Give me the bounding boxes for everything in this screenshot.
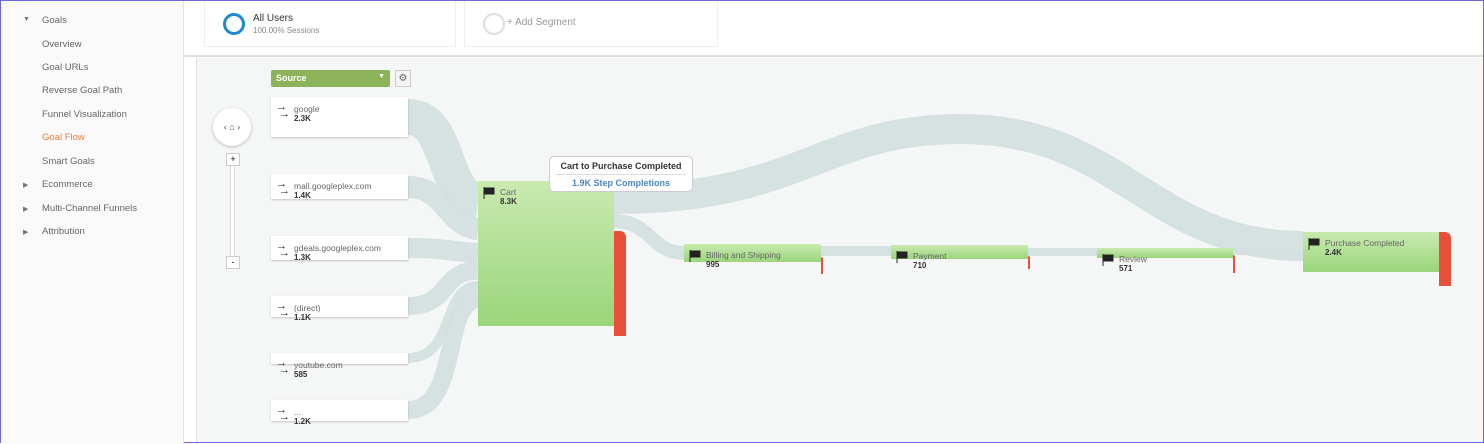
- sidebar: ▼ Goals Overview Goal URLs Reverse Goal …: [1, 1, 184, 444]
- source-arrows-icon: → →: [276, 404, 291, 423]
- zoom-out-button[interactable]: -: [226, 256, 240, 269]
- flow-direct-cart: [407, 262, 479, 315]
- source-value: 1.4K: [294, 191, 311, 200]
- nav-smart-goals[interactable]: Smart Goals: [42, 156, 95, 167]
- flow-cart-billing: [613, 214, 685, 260]
- flag-icon: [1308, 238, 1320, 250]
- flag-icon: [483, 187, 495, 199]
- step-purchase-completed[interactable]: Purchase Completed 2.4K: [1303, 232, 1439, 272]
- segment-ring-icon: [223, 13, 245, 35]
- source-name: mall.googleplex.com: [294, 181, 372, 191]
- caret-right-icon: ▶: [23, 229, 29, 236]
- source-name: gdeals.googleplex.com: [294, 243, 381, 253]
- source-value: 1.1K: [294, 313, 311, 322]
- tooltip-value: 1.9K Step Completions: [571, 178, 670, 188]
- zoom-slider[interactable]: [230, 161, 235, 261]
- dropdown-arrow-icon: ▼: [378, 73, 385, 80]
- nav-reverse-goal-path[interactable]: Reverse Goal Path: [42, 85, 123, 96]
- step-value: 710: [913, 261, 927, 270]
- caret-right-icon: ▶: [23, 182, 29, 189]
- add-segment-button[interactable]: + Add Segment: [464, 1, 718, 47]
- nav-overview[interactable]: Overview: [42, 39, 82, 50]
- pan-home-control[interactable]: ‹ ⌂ ›: [213, 108, 251, 146]
- source-node[interactable]: → → mall.googleplex.com 1.4K: [271, 174, 408, 200]
- source-arrows-icon: → →: [276, 357, 291, 376]
- source-arrows-icon: → →: [276, 178, 291, 197]
- nav-goals[interactable]: Goals: [42, 15, 67, 26]
- source-node[interactable]: → → gdeals.googleplex.com 1.3K: [271, 236, 408, 262]
- add-segment-label: + Add Segment: [507, 17, 576, 28]
- caret-right-icon: ▶: [23, 206, 29, 213]
- zoom-in-button[interactable]: +: [226, 153, 240, 166]
- dropoff-review[interactable]: [1233, 255, 1235, 273]
- empty-ring-icon: [483, 13, 505, 35]
- nav-funnel-visualization[interactable]: Funnel Visualization: [42, 109, 127, 120]
- dropoff-payment[interactable]: [1028, 256, 1030, 269]
- flow-mall-cart: [407, 176, 481, 240]
- step-billing[interactable]: Billing and Shipping 995: [684, 244, 821, 269]
- source-arrows-icon: → →: [276, 240, 291, 259]
- source-node[interactable]: → →... 1.2K: [271, 400, 408, 426]
- tooltip-title: Cart to Purchase Completed: [556, 161, 686, 175]
- source-node[interactable]: → → youtube.com 585: [271, 353, 408, 379]
- nav-attribution[interactable]: Attribution: [42, 226, 85, 237]
- segment-bar: All Users 100.00% Sessions + Add Segment: [184, 1, 1483, 57]
- flag-icon: [689, 250, 701, 262]
- source-name: google: [294, 104, 320, 114]
- flow-other-cart: [406, 290, 481, 419]
- step-value: 995: [706, 260, 720, 269]
- source-name: (direct): [294, 303, 321, 313]
- source-value: 1.2K: [294, 417, 311, 426]
- step-name: Purchase Completed: [1325, 238, 1405, 248]
- segment-sessions: 100.00% Sessions: [253, 26, 320, 35]
- dimension-dropdown[interactable]: Source ▼: [271, 70, 390, 87]
- source-node[interactable]: → → (direct) 1.1K: [271, 296, 408, 322]
- step-cart[interactable]: Cart 8.3K: [478, 181, 614, 326]
- flow-gdeals-cart: [407, 238, 479, 263]
- nav-goal-flow[interactable]: Goal Flow: [42, 132, 85, 143]
- source-node[interactable]: → → google 2.3K: [271, 97, 408, 137]
- dropoff-purchase[interactable]: [1439, 232, 1451, 286]
- source-name: youtube.com: [294, 360, 343, 370]
- dimension-label: Source: [276, 73, 307, 83]
- step-value: 8.3K: [500, 197, 517, 206]
- source-arrows-icon: → →: [276, 101, 291, 120]
- flow-google-cart: [405, 99, 484, 219]
- flow-tooltip: Cart to Purchase Completed 1.9K Step Com…: [549, 156, 693, 192]
- step-name: Review: [1119, 254, 1147, 264]
- dropoff-billing[interactable]: [821, 257, 823, 274]
- nav-multi-channel-funnels[interactable]: Multi-Channel Funnels: [42, 203, 138, 214]
- step-value: 571: [1119, 264, 1133, 273]
- caret-down-icon: ▼: [23, 16, 30, 23]
- step-name: Billing and Shipping: [706, 250, 781, 260]
- nav-ecommerce[interactable]: Ecommerce: [42, 179, 93, 190]
- step-name: Payment: [913, 251, 947, 261]
- step-value: 2.4K: [1325, 248, 1342, 257]
- flow-review-purchase: [1232, 249, 1304, 256]
- source-value: 585: [294, 370, 308, 379]
- gear-icon[interactable]: ⚙: [395, 70, 411, 87]
- step-payment[interactable]: Payment 710: [891, 245, 1028, 270]
- flow-youtube-cart: [407, 281, 479, 363]
- flag-icon: [896, 251, 908, 263]
- step-review[interactable]: Review 571: [1097, 248, 1233, 273]
- source-value: 2.3K: [294, 114, 311, 123]
- step-name: Cart: [500, 187, 517, 197]
- segment-all-users[interactable]: All Users 100.00% Sessions: [204, 1, 456, 47]
- dropoff-cart[interactable]: [614, 231, 626, 336]
- source-value: 1.3K: [294, 253, 311, 262]
- flow-cart-purchase: [613, 113, 1304, 261]
- flag-icon: [1102, 254, 1114, 266]
- source-arrows-icon: → →: [276, 300, 291, 319]
- source-name: ...: [294, 407, 302, 417]
- nav-goal-urls[interactable]: Goal URLs: [42, 62, 89, 73]
- segment-name: All Users: [253, 13, 294, 24]
